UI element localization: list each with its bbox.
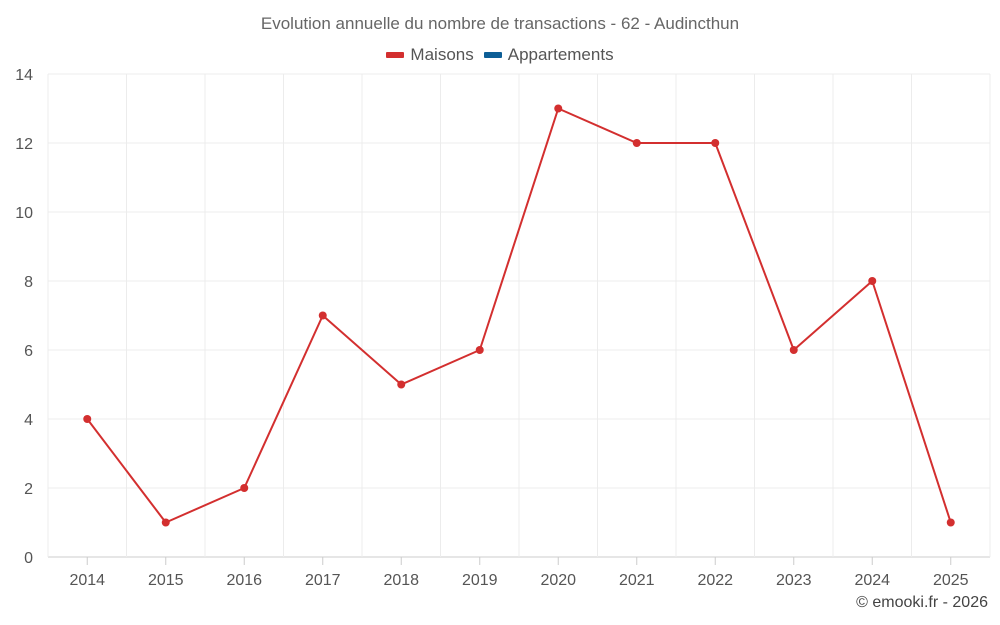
legend-label-maisons: Maisons: [410, 45, 474, 64]
x-tick-label: 2014: [69, 572, 105, 589]
x-tick-label: 2025: [933, 572, 969, 589]
legend: Maisons Appartements: [0, 45, 1000, 65]
x-tick-label: 2019: [462, 572, 498, 589]
data-point[interactable]: [711, 139, 720, 147]
data-point[interactable]: [161, 518, 170, 527]
x-tick-label: 2020: [540, 572, 576, 589]
y-tick-label: 2: [24, 481, 33, 498]
x-tick-label: 2018: [383, 572, 419, 589]
x-tick-label: 2022: [697, 572, 733, 589]
data-point[interactable]: [946, 518, 955, 527]
legend-swatch-maisons: [386, 52, 405, 58]
legend-swatch-appartements: [483, 52, 502, 58]
legend-item-appartements[interactable]: Appartements: [483, 45, 614, 65]
y-tick-label: 0: [24, 550, 33, 567]
x-tick-label: 2024: [854, 572, 890, 589]
data-point[interactable]: [240, 484, 249, 492]
x-tick-label: 2017: [305, 572, 341, 589]
legend-item-maisons[interactable]: Maisons: [386, 45, 474, 65]
y-tick-label: 8: [24, 274, 33, 291]
y-tick-label: 4: [24, 412, 33, 429]
axes: 0 2 4 6 8 10 12 14 2014 2015 2016 2017 2018 2019 2020 2…: [15, 67, 968, 589]
series-layer: [83, 104, 955, 527]
data-point[interactable]: [475, 346, 484, 354]
y-tick-label: 14: [15, 67, 33, 84]
series-line-maisons: [86, 107, 952, 524]
chart-title: Evolution annuelle du nombre de transact…: [260, 14, 740, 33]
y-tick-label: 10: [15, 205, 33, 222]
data-point[interactable]: [318, 311, 327, 320]
data-point[interactable]: [632, 139, 641, 147]
grid: [47, 73, 991, 558]
data-point[interactable]: [83, 415, 92, 423]
credit-text: © emooki.fr - 2026: [856, 594, 988, 611]
x-tick-label: 2021: [619, 572, 655, 589]
data-point[interactable]: [397, 380, 406, 389]
data-point[interactable]: [868, 277, 877, 285]
data-point[interactable]: [554, 104, 563, 113]
x-tick-label: 2023: [776, 572, 812, 589]
data-point[interactable]: [789, 346, 798, 354]
x-tick-label: 2016: [226, 572, 262, 589]
y-tick-label: 6: [24, 343, 33, 360]
y-tick-label: 12: [15, 136, 33, 153]
legend-label-appartements: Appartements: [507, 45, 614, 64]
x-tick-label: 2015: [148, 572, 184, 589]
